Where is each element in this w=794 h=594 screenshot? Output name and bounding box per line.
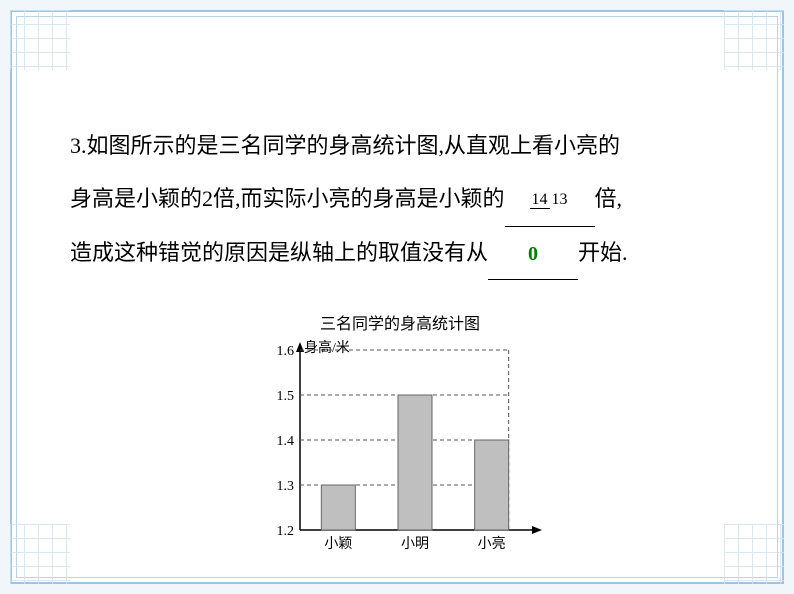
line2-suffix: 倍, [595, 186, 623, 211]
question-line-3: 造成这种错觉的原因是纵轴上的取值没有从 0 开始. [70, 227, 724, 281]
chart-title: 三名同学的身高统计图 [250, 310, 550, 334]
svg-text:1.3: 1.3 [277, 479, 295, 494]
chart-wrapper: 三名同学的身高统计图 身高/米 1.2 1.3 1.4 1.5 1.6 小颖 小明 小亮 [250, 310, 550, 565]
blank-1: 1413 [505, 173, 595, 227]
question-line-2: 身高是小颖的2倍,而实际小亮的身高是小颖的 1413 倍, [70, 173, 724, 227]
svg-text:小明: 小明 [401, 536, 429, 552]
line2-prefix: 身高是小颖的2倍,而实际小亮的身高是小颖的 [70, 186, 505, 211]
svg-text:小亮: 小亮 [478, 535, 506, 552]
grid-corner-tl [10, 10, 70, 70]
grid-corner-tr [724, 10, 784, 70]
answer-2: 0 [528, 243, 538, 265]
fraction-answer: 1413 [530, 192, 570, 209]
question-line-1: 3.如图所示的是三名同学的身高统计图,从直观上看小亮的 [70, 120, 724, 173]
fraction-num: 14 [530, 191, 550, 209]
question-content: 3.如图所示的是三名同学的身高统计图,从直观上看小亮的 身高是小颖的2倍,而实际… [70, 120, 724, 280]
svg-text:小颖: 小颖 [324, 536, 352, 552]
svg-text:1.6: 1.6 [277, 344, 295, 359]
svg-text:1.2: 1.2 [277, 524, 295, 539]
line3-suffix: 开始. [578, 240, 628, 265]
svg-text:1.5: 1.5 [277, 389, 295, 404]
svg-text:1.4: 1.4 [277, 434, 295, 449]
grid-corner-br [724, 524, 784, 584]
line3-prefix: 造成这种错觉的原因是纵轴上的取值没有从 [70, 240, 488, 265]
grid-corner-bl [10, 524, 70, 584]
fraction-den: 13 [550, 191, 570, 208]
blank-2: 0 [488, 227, 578, 281]
bar-chart: 身高/米 1.2 1.3 1.4 1.5 1.6 小颖 小明 小亮 [250, 340, 550, 565]
svg-text:身高/米: 身高/米 [304, 340, 350, 356]
